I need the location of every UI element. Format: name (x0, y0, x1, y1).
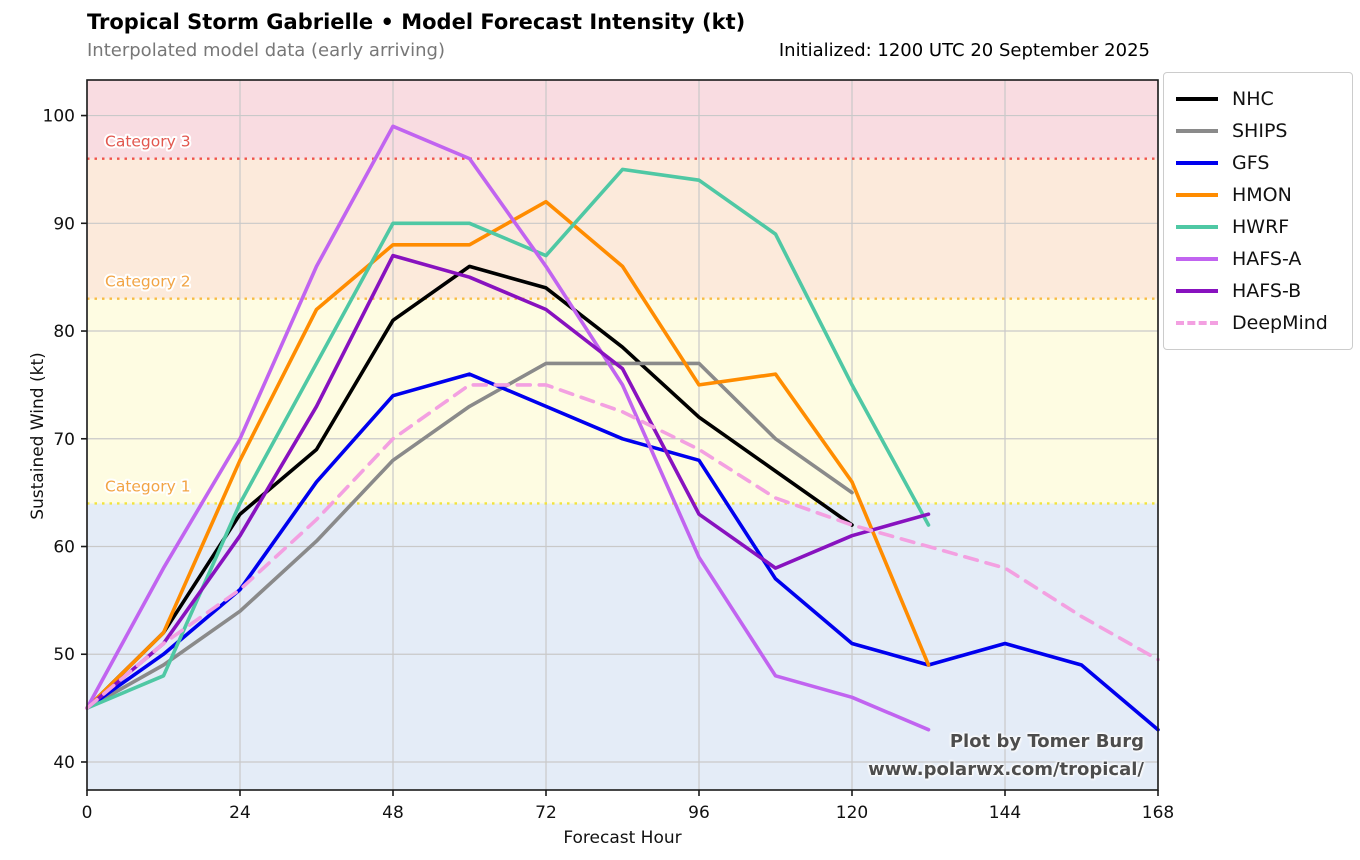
legend-swatch-ships (1176, 129, 1218, 133)
legend-label-deepmind: DeepMind (1232, 312, 1328, 334)
x-tick-label: 120 (836, 803, 868, 823)
legend-label-gfs: GFS (1232, 152, 1270, 174)
legend-item-hmon: HMON (1164, 179, 1352, 211)
y-tick-label: 50 (53, 645, 75, 665)
series-line-hmon (85, 199, 931, 710)
x-axis-label: Forecast Hour (563, 828, 682, 848)
legend-swatch-hafs-b (1176, 289, 1218, 293)
y-tick-label: 70 (53, 430, 75, 450)
legend-item-hafs-a: HAFS-A (1164, 243, 1352, 275)
legend-swatch-hwrf (1176, 225, 1218, 229)
x-tick-label: 96 (688, 803, 710, 823)
y-tick-label: 100 (43, 107, 75, 127)
x-tick-label: 168 (1142, 803, 1174, 823)
legend-swatch-hmon (1176, 193, 1218, 197)
watermark-author: Plot by Tomer Burg (949, 731, 1144, 752)
watermark-url: www.polarwx.com/tropical/ (868, 759, 1144, 780)
y-tick-label: 40 (53, 753, 75, 773)
series-line-hafs-b (85, 253, 931, 710)
y-tick-label: 90 (53, 214, 75, 234)
legend-swatch-gfs (1176, 161, 1218, 165)
chart-subtitle: Interpolated model data (early arriving) (87, 40, 445, 61)
legend: NHC SHIPS GFS HMON HWRF HAFS-A HAFS-B DeepMind (1163, 72, 1353, 350)
x-tick-label: 48 (382, 803, 404, 823)
y-axis-label: Sustained Wind (kt) (28, 352, 48, 520)
legend-item-hwrf: HWRF (1164, 211, 1352, 243)
threshold-label: Category 2 (105, 273, 191, 291)
legend-label-hafs-b: HAFS-B (1232, 280, 1302, 302)
legend-swatch-hafs-a (1176, 257, 1218, 261)
legend-item-gfs: GFS (1164, 147, 1352, 179)
legend-label-hafs-a: HAFS-A (1232, 248, 1302, 270)
plot-border (86, 79, 1159, 791)
x-tick-label: 144 (989, 803, 1021, 823)
y-tick-label: 60 (53, 538, 75, 558)
y-tick-label: 80 (53, 322, 75, 342)
legend-label-hwrf: HWRF (1232, 216, 1290, 238)
legend-label-hmon: HMON (1232, 184, 1292, 206)
x-tick-label: 0 (82, 803, 93, 823)
legend-item-deepmind: DeepMind (1164, 307, 1352, 339)
threshold-label: Category 1 (105, 477, 191, 495)
legend-swatch-nhc (1176, 97, 1218, 101)
legend-swatch-deepmind (1176, 321, 1218, 325)
series-line-nhc (85, 264, 854, 710)
legend-label-ships: SHIPS (1232, 120, 1288, 142)
legend-label-nhc: NHC (1232, 88, 1274, 110)
band-category-1 (87, 298, 1158, 504)
series-line-deepmind (85, 383, 1160, 710)
band-category-3 (87, 80, 1158, 159)
band-category-2 (87, 158, 1158, 299)
init-time-label: Initialized: 1200 UTC 20 September 2025 (778, 40, 1150, 61)
x-tick-label: 24 (229, 803, 251, 823)
series-line-hafs-a (85, 124, 931, 732)
series-line-hwrf (85, 167, 931, 710)
series-line-ships (85, 361, 854, 710)
threshold-label: Category 3 (105, 133, 191, 151)
legend-item-nhc: NHC (1164, 83, 1352, 115)
series-line-gfs (85, 372, 1160, 732)
page-title: Tropical Storm Gabrielle • Model Forecas… (87, 10, 746, 34)
x-tick-label: 72 (535, 803, 557, 823)
legend-item-ships: SHIPS (1164, 115, 1352, 147)
watermark: Plot by Tomer Burg www.polarwx.com/tropi… (868, 728, 1144, 784)
legend-item-hafs-b: HAFS-B (1164, 275, 1352, 307)
